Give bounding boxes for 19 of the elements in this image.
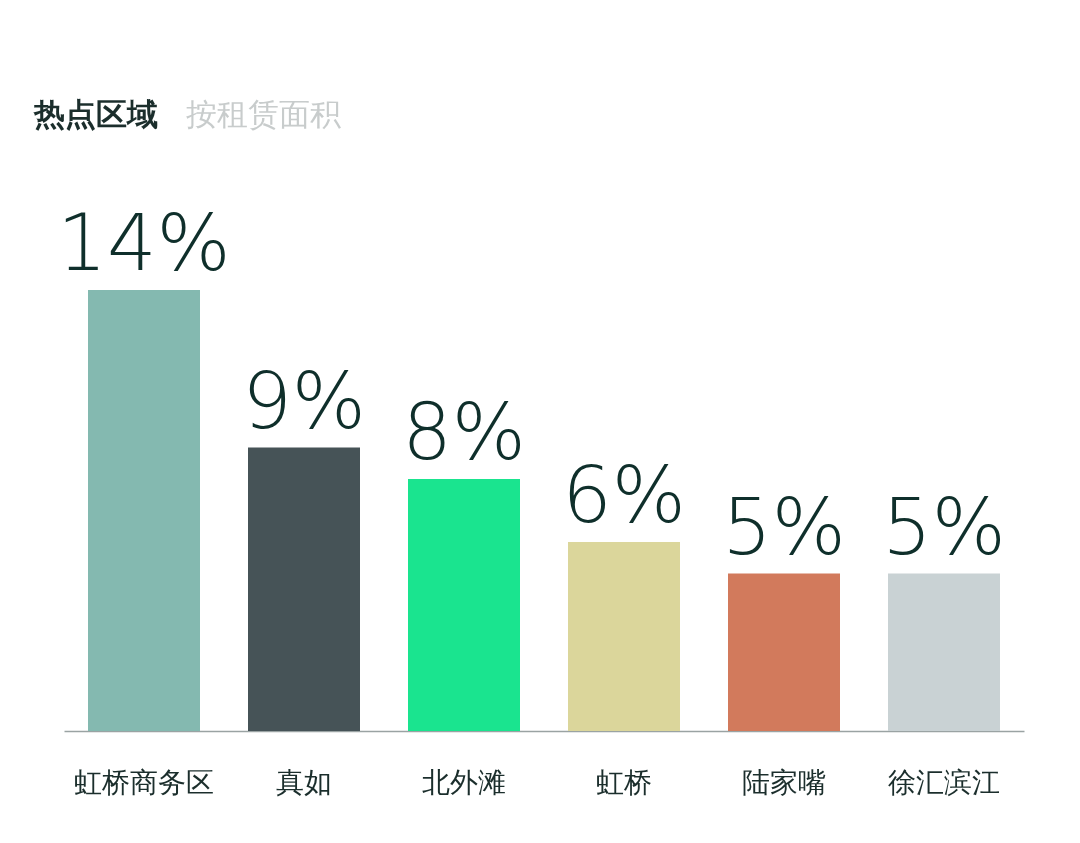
x-tick-label: 北外滩	[422, 765, 506, 799]
x-tick-label: 徐汇滨江	[888, 765, 1000, 799]
data-label: 5%	[882, 481, 1006, 572]
data-label: 8%	[402, 387, 526, 478]
bar	[888, 573, 1000, 731]
data-label: 14%	[57, 198, 231, 289]
data-label: 6%	[562, 450, 686, 541]
x-tick-label: 陆家嘴	[742, 765, 826, 799]
data-label: 9%	[242, 355, 366, 446]
bar	[568, 542, 680, 731]
chart-title: 热点区域	[33, 96, 158, 132]
bar	[728, 573, 840, 731]
x-tick-label: 真如	[276, 765, 332, 799]
bar	[88, 290, 200, 731]
x-tick-label: 虹桥商务区	[74, 765, 214, 799]
x-tick-label: 虹桥	[596, 765, 652, 799]
bar	[248, 447, 360, 731]
bar	[408, 479, 520, 731]
data-label: 5%	[722, 481, 846, 572]
